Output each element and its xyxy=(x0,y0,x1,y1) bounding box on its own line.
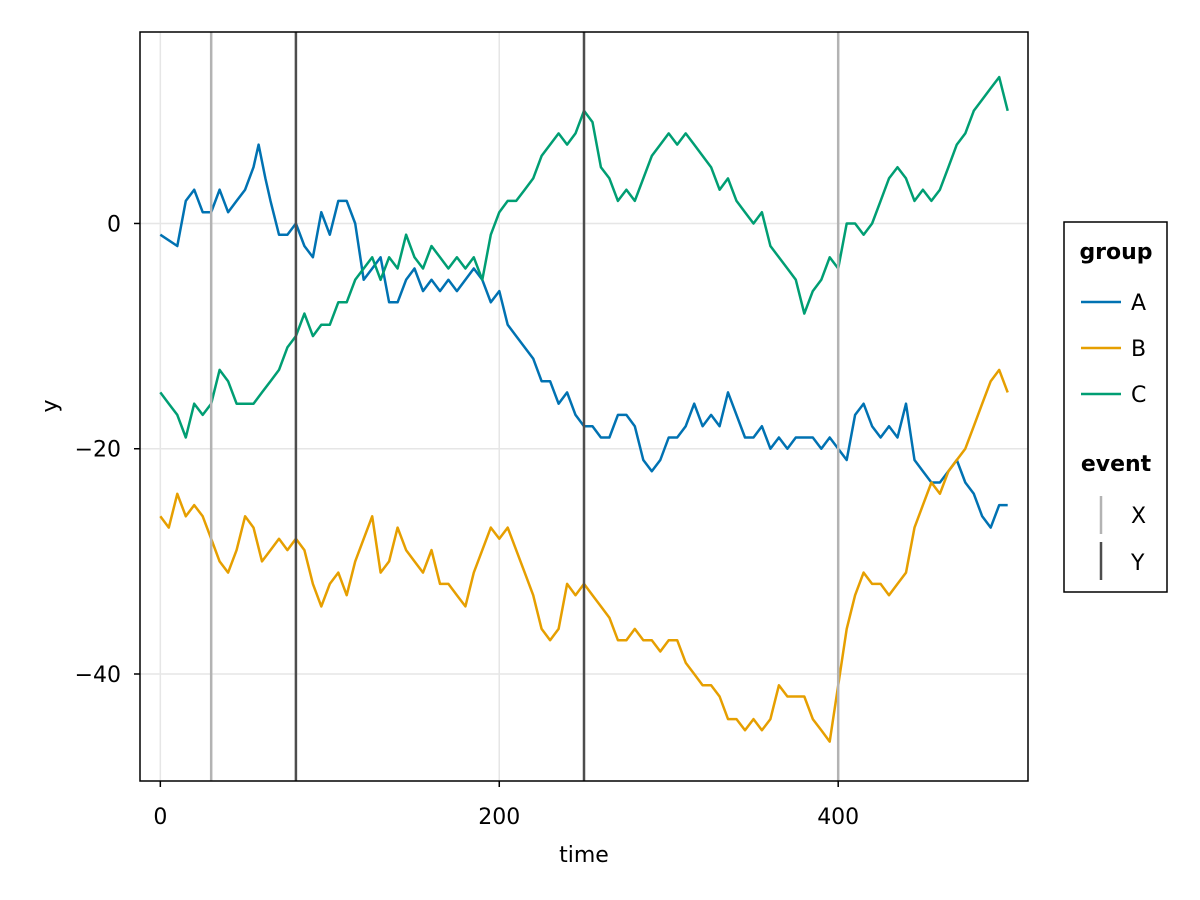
legend: group A B C event X Y xyxy=(1063,221,1168,593)
legend-title-event: event xyxy=(1081,452,1152,477)
y-tick-label: −40 xyxy=(75,663,121,688)
legend-label-x: X xyxy=(1131,504,1146,529)
y-axis-title: y xyxy=(38,399,63,412)
y-tick-label: −20 xyxy=(75,438,121,463)
legend-label-c: C xyxy=(1131,383,1146,408)
legend-box xyxy=(1063,221,1168,593)
x-tick-label: 400 xyxy=(817,805,859,830)
plot-frame xyxy=(139,31,1029,782)
event-lines xyxy=(209,32,840,781)
legend-title-group: group xyxy=(1079,240,1152,265)
legend-label-b: B xyxy=(1131,337,1146,362)
legend-label-y: Y xyxy=(1130,551,1145,576)
x-tick-label: 200 xyxy=(478,805,520,830)
y-tick-label: 0 xyxy=(107,212,121,237)
x-tick-label: 0 xyxy=(153,805,167,830)
legend-label-a: A xyxy=(1131,291,1146,316)
x-axis-title: time xyxy=(559,843,609,868)
axis-ticks: 0 200 400 0 −20 −40 xyxy=(75,212,860,830)
